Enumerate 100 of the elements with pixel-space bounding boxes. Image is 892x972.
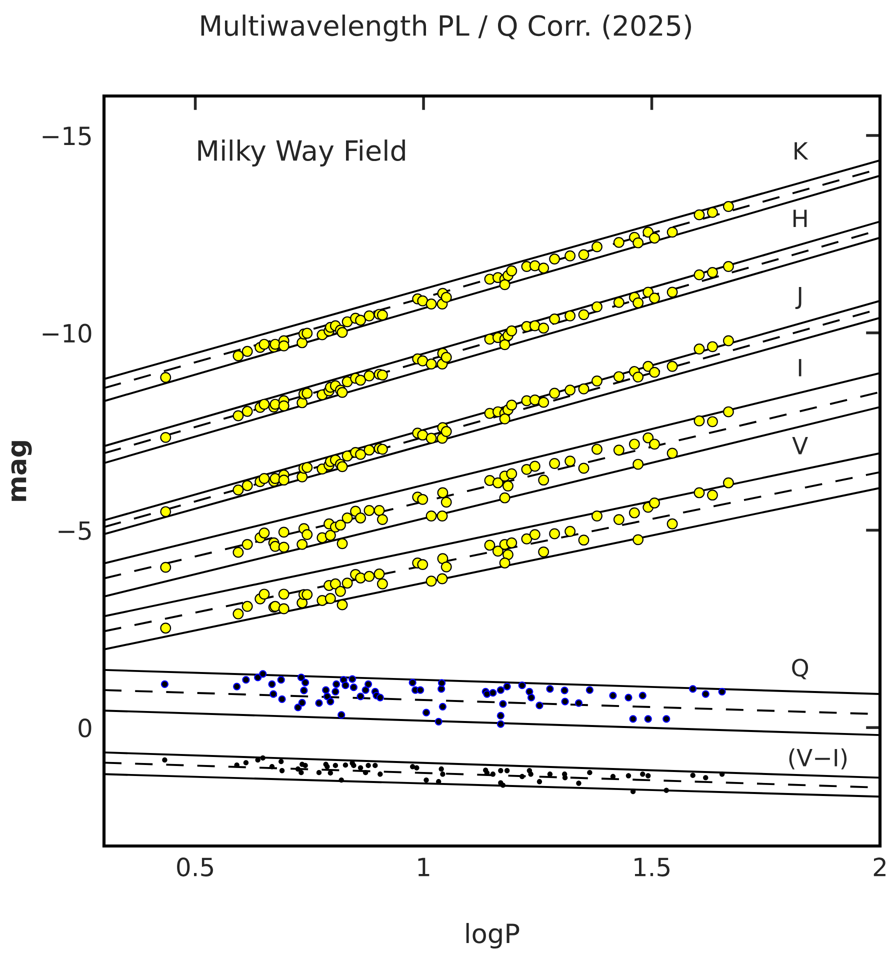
annotation: Q xyxy=(792,658,808,680)
point xyxy=(440,496,452,508)
point xyxy=(722,335,734,346)
point xyxy=(694,415,705,426)
point xyxy=(258,338,270,350)
point xyxy=(355,512,366,524)
point xyxy=(234,762,240,768)
point xyxy=(355,374,366,386)
point xyxy=(628,507,640,518)
point xyxy=(364,570,375,582)
point xyxy=(278,474,290,486)
point xyxy=(626,773,632,778)
point xyxy=(342,762,348,768)
point xyxy=(722,406,734,418)
y-tick-label: 0 xyxy=(78,718,92,738)
point xyxy=(414,765,420,770)
point xyxy=(649,438,660,450)
point xyxy=(694,344,705,354)
point xyxy=(258,398,270,410)
point xyxy=(578,309,590,320)
point xyxy=(440,772,446,777)
point xyxy=(564,250,576,262)
point xyxy=(426,510,437,522)
point xyxy=(664,788,669,793)
point xyxy=(162,757,168,763)
point xyxy=(506,537,518,548)
point xyxy=(302,388,313,399)
point xyxy=(578,462,590,474)
point xyxy=(703,775,708,780)
point xyxy=(492,546,504,557)
point xyxy=(296,397,308,408)
point xyxy=(296,471,308,482)
point xyxy=(592,301,602,312)
point xyxy=(694,487,705,498)
point xyxy=(578,534,590,546)
point xyxy=(160,506,172,518)
point xyxy=(242,346,253,357)
point xyxy=(592,444,602,455)
point xyxy=(502,549,514,560)
point xyxy=(649,232,660,244)
point xyxy=(160,372,172,383)
point xyxy=(269,764,275,770)
point xyxy=(529,320,540,332)
point xyxy=(324,530,336,541)
point xyxy=(649,366,660,378)
point xyxy=(437,553,448,564)
annotation: Milky Way Field xyxy=(198,140,405,166)
point xyxy=(278,400,290,412)
point xyxy=(278,340,290,352)
point xyxy=(302,589,313,600)
point xyxy=(520,774,525,780)
point xyxy=(242,538,253,550)
point xyxy=(666,226,678,238)
point xyxy=(587,770,592,776)
point xyxy=(372,762,378,768)
chart-title: Multiwavelength PL / Q Corr. (2025) xyxy=(201,14,691,42)
point xyxy=(232,484,244,496)
y-tick-label: −15 xyxy=(42,126,91,146)
point xyxy=(424,777,429,783)
point xyxy=(722,261,734,272)
point xyxy=(342,316,353,328)
point xyxy=(529,260,540,272)
point xyxy=(355,314,366,326)
annotation: V xyxy=(792,437,808,454)
point xyxy=(562,775,568,780)
point xyxy=(707,416,718,428)
point xyxy=(521,533,532,544)
point xyxy=(342,450,353,462)
point xyxy=(232,410,244,422)
point xyxy=(666,286,678,298)
point xyxy=(564,384,576,396)
point xyxy=(296,538,308,550)
point xyxy=(549,254,560,264)
point xyxy=(338,777,344,783)
point xyxy=(302,328,313,339)
point xyxy=(592,376,602,386)
point xyxy=(722,201,734,212)
point xyxy=(529,529,540,540)
point xyxy=(521,464,532,475)
point xyxy=(362,770,368,776)
point xyxy=(613,514,624,526)
point xyxy=(376,370,388,381)
point xyxy=(490,772,496,777)
point xyxy=(417,494,428,505)
point xyxy=(364,370,375,382)
point xyxy=(330,578,341,590)
point xyxy=(417,559,428,570)
point xyxy=(440,561,452,572)
point xyxy=(632,297,644,308)
point xyxy=(376,514,388,526)
point xyxy=(707,206,718,218)
y-tick-label: −5 xyxy=(58,521,91,540)
annotation: J xyxy=(795,287,802,309)
point xyxy=(549,458,560,469)
point xyxy=(302,762,308,768)
point xyxy=(538,474,550,486)
x-tick-label: 0.5 xyxy=(177,858,213,876)
x-tick-label: 1.5 xyxy=(634,858,670,876)
point xyxy=(500,782,506,788)
point xyxy=(707,490,718,501)
